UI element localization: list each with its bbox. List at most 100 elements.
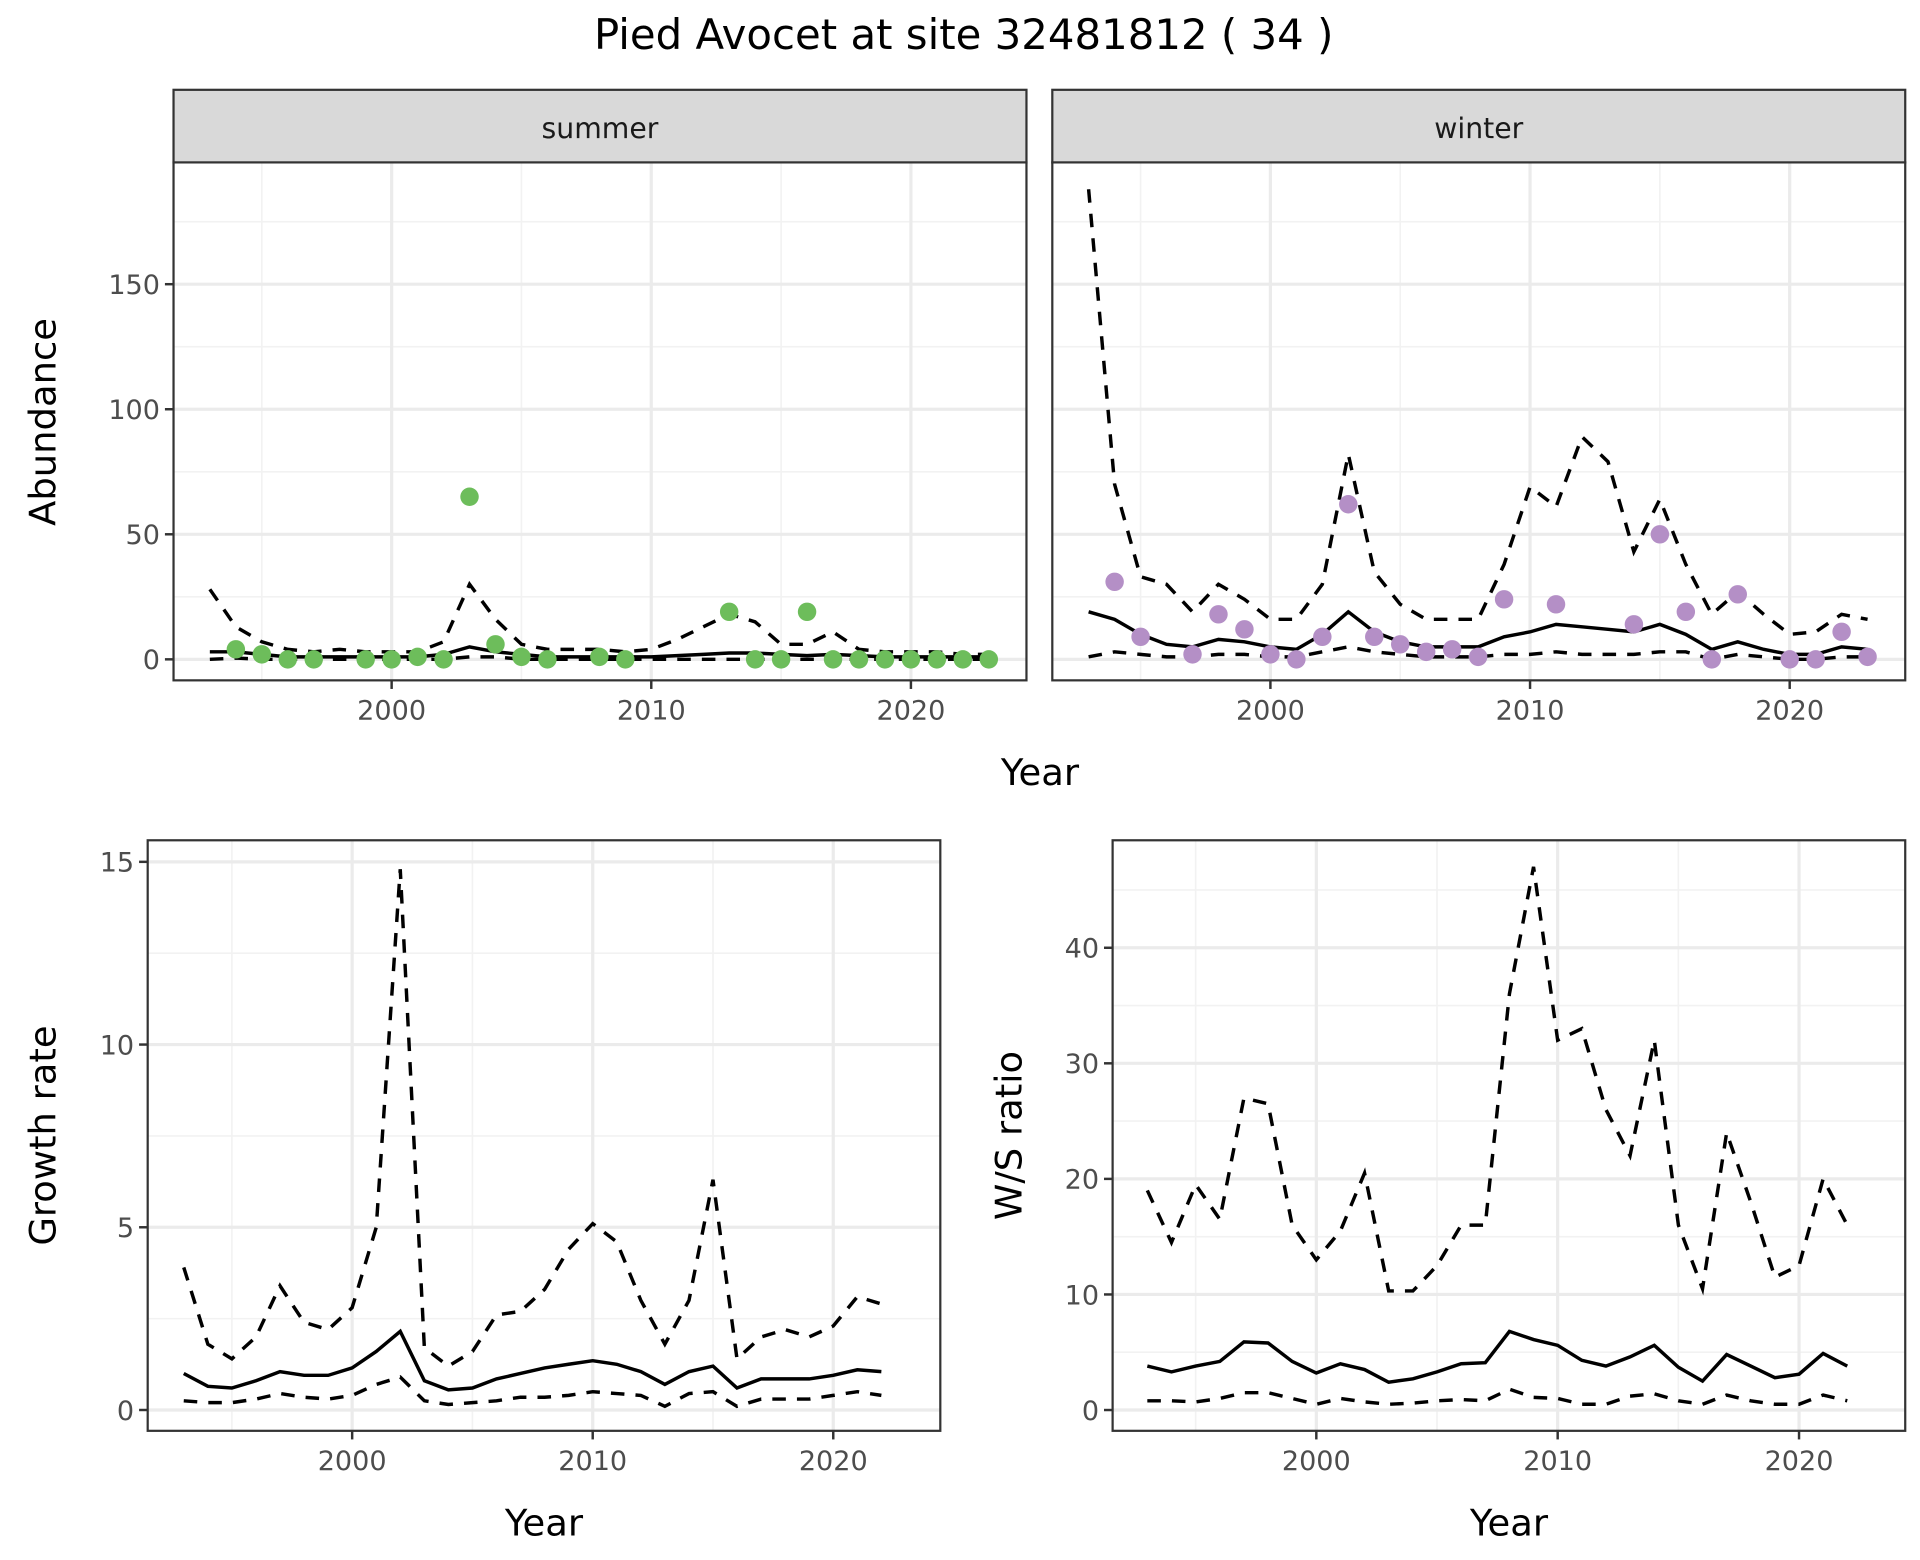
panel-ws-ratio: 2000 2010 2020 0 10 20 30 40	[1065, 839, 1907, 1477]
observed-point	[1105, 572, 1124, 592]
observed-point	[1261, 645, 1280, 664]
figure-title: Pied Avocet at site 32481812 ( 34 )	[594, 10, 1333, 59]
observed-point	[953, 650, 973, 669]
observed-point	[1702, 650, 1722, 669]
y-axis-title-ws: W/S ratio	[988, 1051, 1031, 1220]
observed-point	[1858, 647, 1877, 667]
y-tick-label: 20	[1065, 1165, 1099, 1196]
observed-point	[304, 650, 323, 669]
observed-point	[1235, 620, 1254, 639]
observed-point	[434, 650, 453, 669]
fitted-line	[182, 1328, 882, 1392]
x-tick-label: 2010	[1523, 1446, 1592, 1477]
observed-point	[356, 650, 375, 669]
y-tick-label: 10	[1065, 1280, 1099, 1311]
facet-strip	[172, 88, 1028, 164]
observed-point	[927, 650, 947, 669]
observed-point	[1183, 645, 1202, 664]
observed-point	[1313, 627, 1332, 647]
observed-point	[1390, 635, 1410, 654]
x-tick-label: 2010	[1496, 696, 1565, 727]
observed-point	[486, 635, 505, 654]
observed-point	[1832, 622, 1851, 642]
panel-abundance-summer: 2000 2010 2020 0 50 100 150 summer	[108, 88, 1028, 727]
observed-point	[382, 650, 401, 669]
x-tick-label: 2020	[1755, 696, 1824, 727]
x-tick-label: 2010	[617, 696, 686, 727]
observed-point	[1780, 650, 1799, 669]
observed-point	[252, 645, 272, 664]
x-tick-label: 2020	[799, 1446, 868, 1477]
y-tick-label: 0	[1082, 1396, 1099, 1427]
y-tick-label: 10	[100, 1030, 134, 1061]
upper-bound-line	[208, 580, 989, 657]
observed-point	[901, 650, 921, 669]
observed-point	[1624, 615, 1644, 634]
observed-point	[1131, 627, 1150, 647]
observed-point	[1209, 605, 1228, 624]
observed-point	[616, 650, 635, 669]
observed-point	[1416, 642, 1436, 662]
panel-abundance-winter: 2000 2010 2020 winter	[1051, 88, 1907, 727]
x-axis-title-ws: Year	[1469, 1501, 1549, 1544]
observed-point	[1676, 602, 1696, 622]
x-axis-title-top: Year	[1000, 751, 1080, 794]
panel-border	[1111, 839, 1907, 1432]
x-tick-label: 2000	[1282, 1446, 1351, 1477]
y-tick-label: 150	[108, 270, 160, 301]
y-tick-label: 15	[100, 848, 134, 879]
facet-strip	[1051, 88, 1907, 164]
lower-bound-line	[1147, 1387, 1848, 1407]
observed-point	[719, 602, 739, 622]
observed-point	[1442, 640, 1462, 659]
y-axis-title-growth: Growth rate	[21, 1025, 64, 1245]
x-tick-label: 2000	[318, 1446, 387, 1477]
lower-bound-line	[1088, 645, 1868, 662]
y-tick-label: 40	[1065, 934, 1099, 965]
upper-bound-line	[182, 869, 882, 1369]
observed-point	[979, 650, 999, 669]
x-tick-label: 2020	[876, 696, 945, 727]
observed-point	[226, 640, 246, 659]
upper-bound-line	[1145, 866, 1849, 1296]
panel-border	[146, 839, 942, 1432]
y-tick-label: 5	[117, 1213, 134, 1244]
y-tick-label: 50	[126, 520, 160, 551]
observed-point	[1365, 627, 1384, 647]
observed-point	[1546, 595, 1566, 614]
facet-strip-label: summer	[542, 112, 659, 145]
observed-point	[1728, 585, 1747, 604]
y-axis-title-top: Abundance	[21, 318, 64, 526]
x-tick-label: 2020	[1765, 1446, 1834, 1477]
plot-background	[173, 162, 1027, 681]
observed-point	[538, 650, 557, 669]
observed-point	[1494, 590, 1514, 609]
observed-point	[875, 650, 895, 669]
observed-point	[849, 650, 869, 669]
x-axis-title-growth: Year	[504, 1501, 584, 1544]
observed-point	[771, 650, 791, 669]
y-tick-label: 0	[117, 1396, 134, 1427]
observed-point	[1806, 650, 1825, 669]
observed-point	[460, 487, 479, 507]
observed-point	[278, 650, 298, 669]
panel-growth-rate: 2000 2010 2020 0 5 10 15	[100, 839, 942, 1477]
observed-point	[797, 602, 817, 622]
y-tick-label: 0	[143, 645, 160, 676]
observed-point	[745, 650, 765, 669]
y-tick-label: 100	[108, 395, 160, 426]
observed-point	[1650, 525, 1670, 544]
facet-strip-label: winter	[1434, 112, 1523, 145]
fitted-line	[1088, 609, 1868, 657]
x-tick-label: 2000	[1236, 696, 1305, 727]
x-tick-label: 2010	[558, 1446, 627, 1477]
observed-point	[590, 647, 609, 667]
fitted-line	[1146, 1329, 1849, 1385]
observed-point	[512, 647, 531, 667]
x-tick-label: 2000	[357, 696, 426, 727]
observed-point	[1468, 647, 1488, 667]
plot-background	[1052, 162, 1906, 681]
plot-background	[1112, 840, 1906, 1431]
observed-point	[1287, 650, 1306, 669]
